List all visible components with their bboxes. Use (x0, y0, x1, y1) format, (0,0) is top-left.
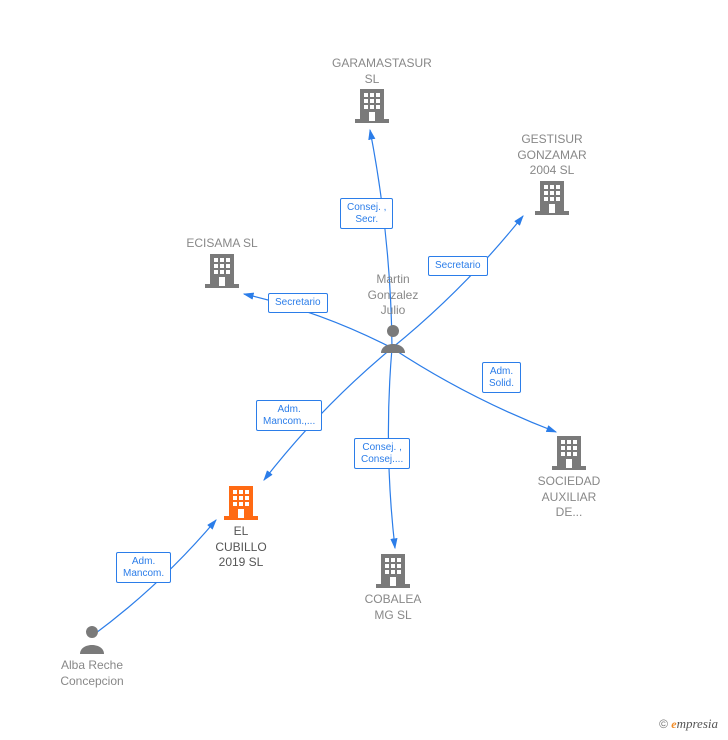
building-icon (358, 552, 428, 588)
node-label: EL CUBILLO 2019 SL (206, 524, 276, 571)
edge-label: Consej. , Consej.... (354, 438, 410, 469)
edge-label: Consej. , Secr. (340, 198, 393, 229)
node-cobalea[interactable]: COBALEA MG SL (358, 552, 428, 623)
building-icon (512, 179, 592, 215)
building-icon (206, 484, 276, 520)
node-label: ECISAMA SL (172, 236, 272, 252)
network-diagram: GARAMASTASUR SL GESTISUR GONZAMAR 2004 S… (0, 0, 728, 740)
edge-label: Adm. Mancom.,... (256, 400, 322, 431)
edge-label: Adm. Solid. (482, 362, 521, 393)
person-icon (358, 323, 428, 353)
person-icon (54, 624, 130, 654)
node-label: GESTISUR GONZAMAR 2004 SL (512, 132, 592, 179)
node-martin[interactable]: Martin Gonzalez Julio (358, 272, 428, 353)
node-label: Martin Gonzalez Julio (358, 272, 428, 319)
node-gestisur[interactable]: GESTISUR GONZAMAR 2004 SL (512, 128, 592, 215)
node-ecisama[interactable]: ECISAMA SL (172, 232, 272, 288)
edge-label: Adm. Mancom. (116, 552, 171, 583)
edge-label: Secretario (428, 256, 488, 276)
node-garamastasur[interactable]: GARAMASTASUR SL (332, 52, 412, 123)
building-icon (172, 252, 272, 288)
node-label: SOCIEDAD AUXILIAR DE... (534, 474, 604, 521)
node-cubillo[interactable]: EL CUBILLO 2019 SL (206, 484, 276, 571)
node-label: GARAMASTASUR SL (332, 56, 412, 87)
node-alba[interactable]: Alba Reche Concepcion (54, 624, 130, 689)
node-sociedad[interactable]: SOCIEDAD AUXILIAR DE... (534, 434, 604, 521)
node-label: COBALEA MG SL (358, 592, 428, 623)
node-label: Alba Reche Concepcion (54, 658, 130, 689)
edge-label: Secretario (268, 293, 328, 313)
building-icon (332, 87, 412, 123)
building-icon (534, 434, 604, 470)
